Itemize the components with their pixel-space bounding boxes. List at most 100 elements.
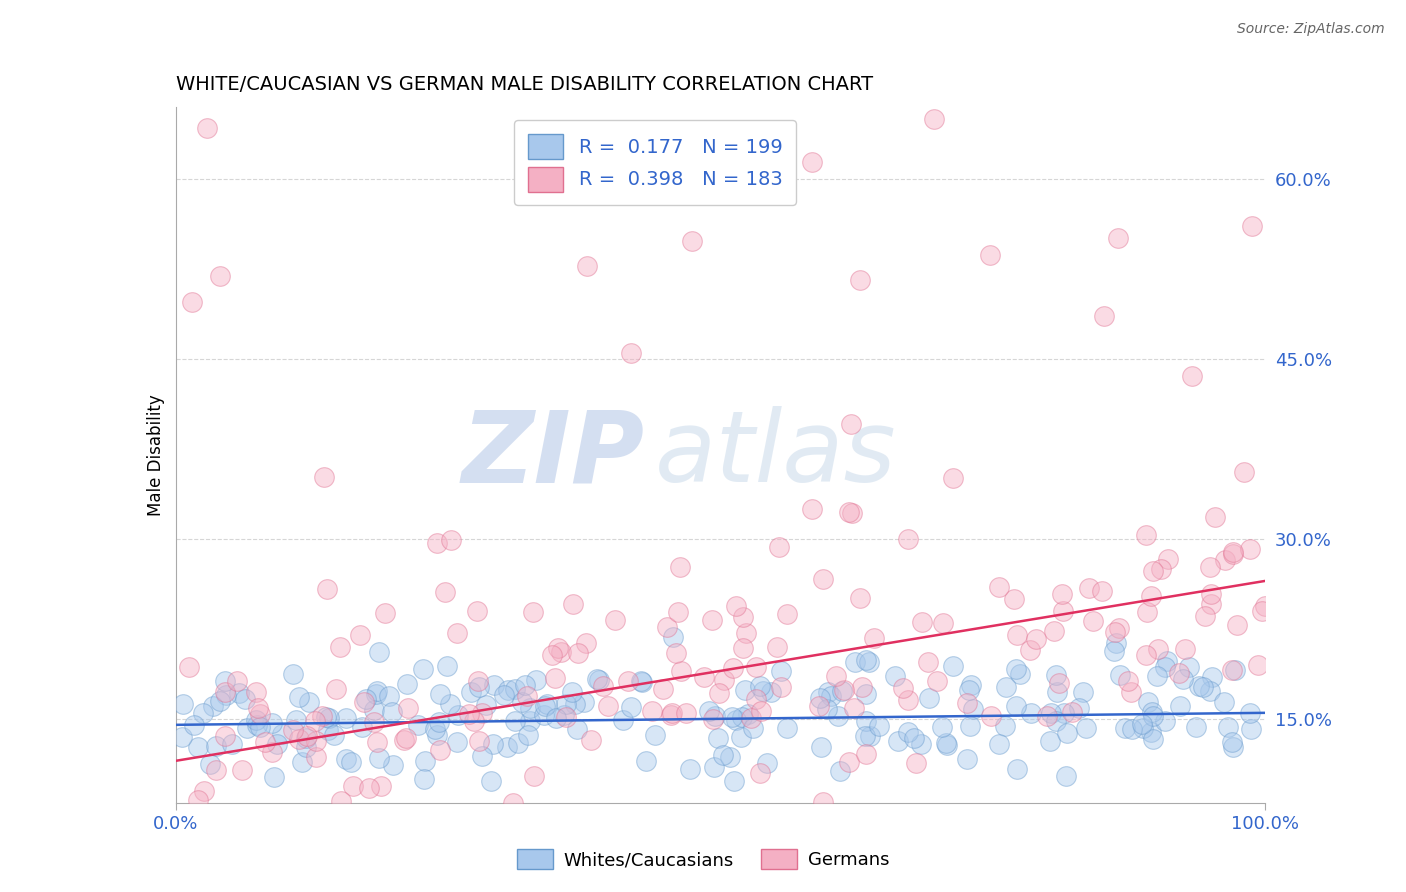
Point bbox=[811, 795, 834, 809]
Point bbox=[316, 723, 339, 738]
Point bbox=[1056, 726, 1078, 740]
Point bbox=[281, 723, 304, 737]
Point bbox=[170, 730, 193, 744]
Point bbox=[575, 636, 598, 650]
Point bbox=[340, 755, 363, 769]
Point bbox=[1045, 668, 1067, 682]
Point bbox=[844, 655, 866, 669]
Point bbox=[1105, 636, 1128, 650]
Point bbox=[502, 796, 524, 810]
Point bbox=[942, 659, 965, 673]
Point bbox=[533, 707, 555, 722]
Point bbox=[1153, 714, 1175, 728]
Point bbox=[1132, 721, 1154, 735]
Point bbox=[524, 673, 547, 687]
Point bbox=[1053, 706, 1076, 720]
Point bbox=[1146, 669, 1168, 683]
Point bbox=[1142, 708, 1164, 723]
Text: ZIP: ZIP bbox=[461, 407, 644, 503]
Point bbox=[364, 687, 387, 701]
Point bbox=[768, 540, 790, 554]
Point bbox=[1130, 717, 1153, 731]
Point bbox=[460, 685, 482, 699]
Point bbox=[851, 680, 873, 694]
Point bbox=[245, 713, 267, 727]
Point bbox=[697, 704, 720, 718]
Point bbox=[205, 739, 228, 753]
Point bbox=[396, 677, 419, 691]
Point bbox=[903, 731, 925, 745]
Point bbox=[911, 615, 934, 629]
Point bbox=[575, 259, 598, 273]
Point bbox=[817, 685, 839, 699]
Point bbox=[458, 707, 481, 722]
Point bbox=[172, 697, 194, 711]
Point bbox=[1213, 695, 1236, 709]
Point bbox=[620, 346, 643, 360]
Point bbox=[1078, 581, 1101, 595]
Point bbox=[283, 667, 305, 681]
Point bbox=[661, 631, 683, 645]
Point bbox=[655, 620, 678, 634]
Point bbox=[482, 738, 505, 752]
Point bbox=[936, 738, 959, 752]
Point bbox=[1247, 658, 1270, 673]
Point bbox=[1239, 706, 1261, 720]
Point bbox=[769, 664, 792, 678]
Point bbox=[567, 646, 589, 660]
Point bbox=[740, 711, 762, 725]
Point bbox=[748, 765, 770, 780]
Point bbox=[1007, 628, 1029, 642]
Point bbox=[482, 678, 505, 692]
Point bbox=[228, 686, 250, 700]
Point bbox=[956, 752, 979, 766]
Point bbox=[247, 701, 270, 715]
Point bbox=[534, 698, 557, 713]
Point bbox=[492, 688, 515, 702]
Point bbox=[1036, 709, 1059, 723]
Point bbox=[1174, 642, 1197, 657]
Point bbox=[681, 235, 703, 249]
Point bbox=[1104, 625, 1126, 640]
Point bbox=[841, 417, 863, 431]
Point bbox=[868, 719, 890, 733]
Point bbox=[668, 559, 690, 574]
Point bbox=[565, 722, 588, 736]
Point bbox=[447, 707, 470, 722]
Point bbox=[1054, 769, 1077, 783]
Point bbox=[838, 755, 860, 769]
Point bbox=[1173, 672, 1195, 686]
Point bbox=[1025, 632, 1047, 647]
Point bbox=[1168, 699, 1191, 714]
Point bbox=[1114, 722, 1136, 736]
Point bbox=[564, 698, 586, 712]
Point bbox=[187, 740, 209, 755]
Point bbox=[897, 725, 920, 739]
Point bbox=[910, 738, 932, 752]
Point bbox=[811, 572, 834, 586]
Point bbox=[295, 739, 318, 754]
Point bbox=[508, 736, 530, 750]
Point bbox=[1204, 510, 1226, 524]
Text: Source: ZipAtlas.com: Source: ZipAtlas.com bbox=[1237, 22, 1385, 37]
Point bbox=[284, 713, 307, 727]
Point bbox=[413, 820, 436, 834]
Point bbox=[546, 711, 568, 725]
Point bbox=[922, 112, 945, 127]
Point bbox=[917, 655, 939, 669]
Point bbox=[304, 714, 326, 728]
Point bbox=[1142, 564, 1164, 578]
Point bbox=[561, 597, 583, 611]
Point bbox=[536, 697, 558, 711]
Point bbox=[209, 268, 232, 283]
Point bbox=[1188, 680, 1211, 694]
Point bbox=[1107, 231, 1129, 245]
Point bbox=[1240, 219, 1263, 233]
Point bbox=[896, 533, 918, 547]
Point bbox=[1199, 587, 1222, 601]
Point bbox=[1223, 663, 1246, 677]
Point bbox=[883, 669, 905, 683]
Point bbox=[820, 689, 842, 703]
Point bbox=[737, 707, 759, 722]
Point bbox=[396, 700, 419, 714]
